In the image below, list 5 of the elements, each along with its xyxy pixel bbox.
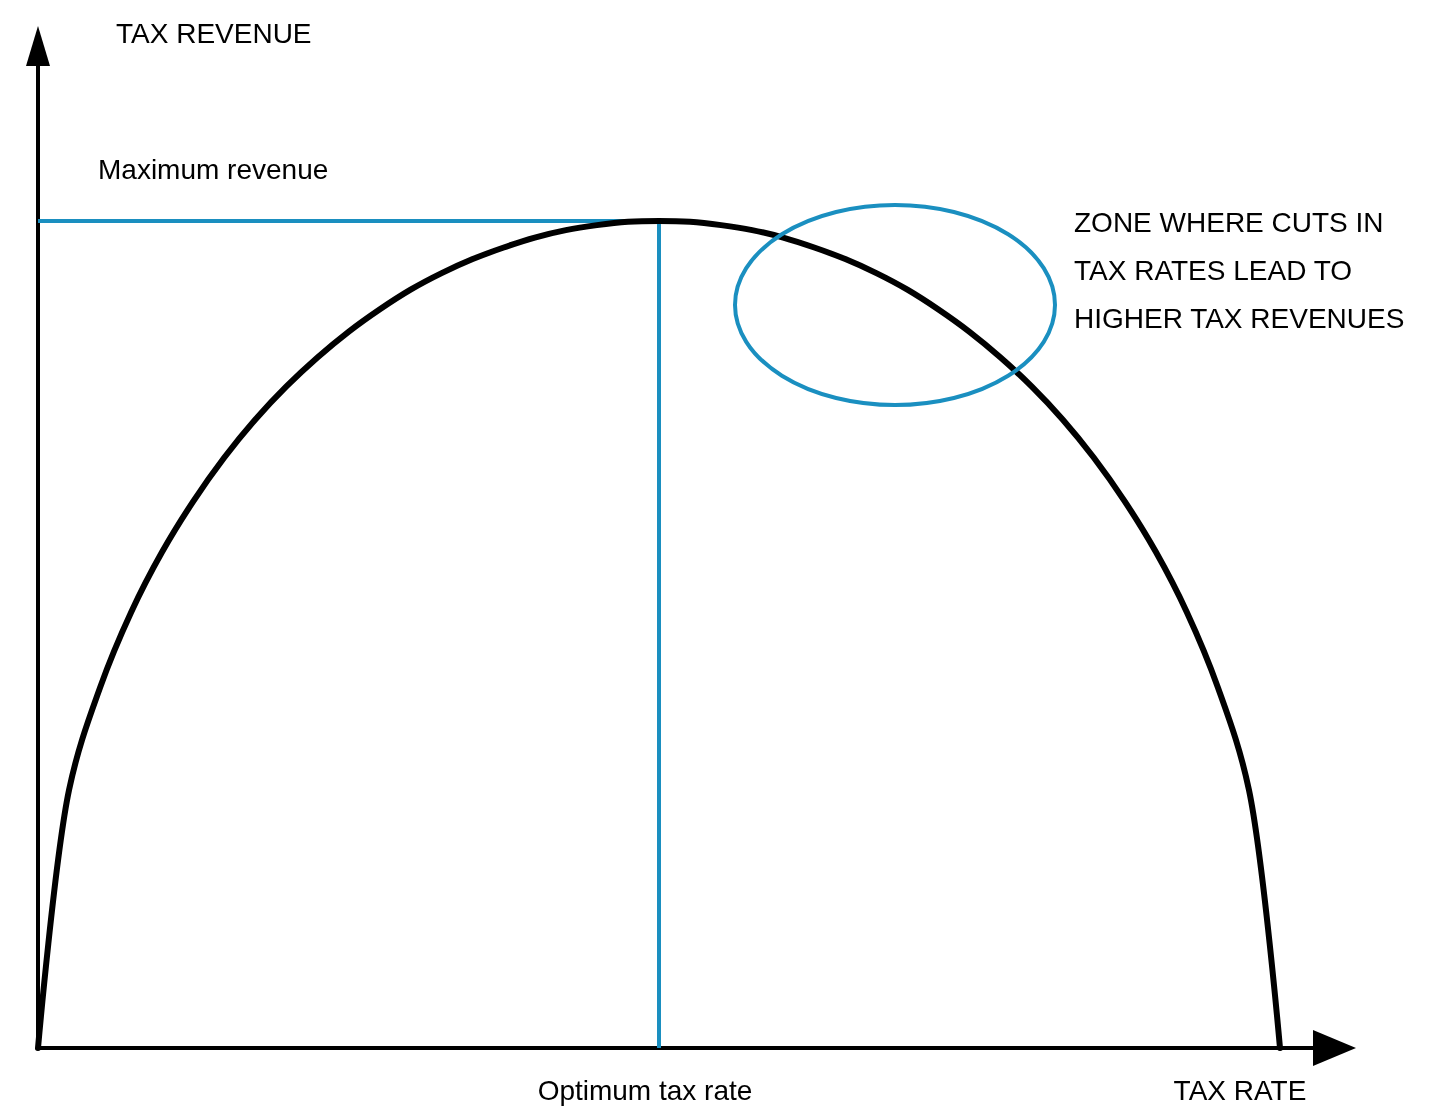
text: TAX REVENUE bbox=[116, 18, 312, 49]
annotation: ZONE WHERE CUTS IN TAX RATES LEAD TO HIGHER TAX REVENUES bbox=[1074, 207, 1405, 334]
ref-line-label: Maximum revenue bbox=[98, 154, 329, 185]
text: Optimum tax rate bbox=[537, 1075, 753, 1106]
x-axis-title: TAX RATE bbox=[1173, 1075, 1307, 1106]
